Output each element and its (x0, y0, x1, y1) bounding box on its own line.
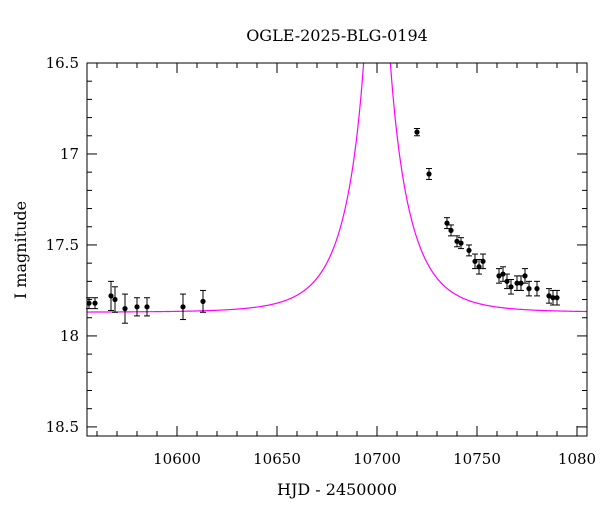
x-tick-label: 10650 (253, 450, 301, 468)
data-point (496, 268, 502, 284)
data-marker (108, 293, 114, 299)
axis-ticks (87, 62, 587, 436)
data-point (144, 297, 150, 317)
model-curve-line (87, 63, 587, 313)
data-marker (444, 220, 450, 226)
data-point (108, 280, 114, 311)
data-marker (534, 286, 540, 292)
data-marker (518, 280, 524, 286)
data-point (480, 253, 486, 270)
data-marker (550, 295, 556, 301)
data-point (180, 293, 186, 321)
data-marker (448, 227, 454, 233)
y-tick-label: 17 (60, 145, 79, 163)
data-point (134, 297, 140, 317)
data-point (508, 279, 514, 295)
plot-frame (86, 62, 588, 437)
data-point (526, 280, 532, 297)
x-tick-label: 10600 (153, 450, 201, 468)
data-point (414, 128, 420, 137)
data-point (458, 237, 464, 250)
data-point (426, 168, 432, 180)
data-marker (500, 271, 506, 277)
chart-title: OGLE-2025-BLG-0194 (246, 26, 428, 45)
data-point (550, 289, 556, 306)
data-point (92, 297, 98, 310)
data-point (112, 286, 118, 313)
data-point (476, 259, 482, 275)
data-point (504, 273, 510, 290)
data-marker (496, 273, 502, 279)
x-axis-title: HJD - 2450000 (277, 480, 397, 499)
data-marker (526, 286, 532, 292)
data-point (546, 288, 552, 304)
y-tick-label: 18 (60, 327, 79, 345)
data-marker (514, 280, 520, 286)
data-marker (546, 293, 552, 299)
data-marker (144, 304, 150, 310)
data-marker (554, 295, 560, 301)
data-point (466, 244, 472, 257)
data-marker (414, 129, 420, 135)
data-marker (112, 296, 118, 303)
data-point (122, 293, 128, 324)
data-marker (504, 278, 510, 284)
data-point (200, 289, 206, 313)
data-marker (426, 171, 432, 177)
y-tick-label: 18.5 (46, 418, 79, 436)
x-tick-label: 10700 (353, 450, 401, 468)
y-axis-title: I magnitude (11, 201, 30, 299)
data-point (86, 297, 92, 310)
data-marker (522, 273, 528, 279)
data-point (444, 217, 450, 230)
data-marker (92, 300, 98, 306)
data-marker (480, 258, 486, 264)
data-marker (180, 304, 186, 310)
data-point (534, 280, 540, 297)
data-marker (508, 284, 514, 290)
data-point (554, 289, 560, 306)
data-marker (466, 247, 472, 254)
x-tick-label: 10750 (453, 450, 501, 468)
data-points (86, 128, 560, 324)
data-marker (200, 298, 206, 304)
x-tick-label: 1080 (558, 450, 596, 468)
y-tick-label: 16.5 (46, 54, 79, 72)
data-point (522, 268, 528, 284)
data-point (454, 235, 460, 248)
data-point (448, 224, 454, 237)
data-marker (86, 300, 92, 306)
data-marker (472, 258, 478, 264)
axis-tick-labels: 10600 10650 10700 10750 1080 16.5 17 17.5 18 18.5 (46, 54, 597, 468)
y-tick-label: 17.5 (46, 236, 79, 254)
data-marker (476, 264, 482, 270)
data-marker (122, 306, 128, 312)
data-marker (454, 238, 460, 244)
data-marker (458, 240, 464, 246)
data-point (472, 253, 478, 270)
data-marker (134, 304, 140, 310)
